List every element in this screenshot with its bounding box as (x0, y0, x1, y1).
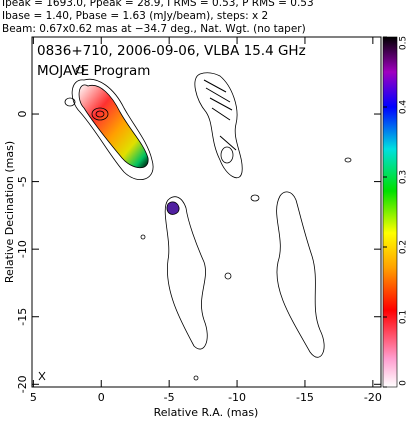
contour (164, 196, 208, 350)
contour (71, 78, 154, 181)
colorbar-tick-label: 0.5 (399, 36, 409, 50)
y-tick-label: -5 (16, 176, 29, 187)
contour (344, 157, 352, 163)
contour (276, 191, 325, 358)
y-tick-label: -20 (16, 375, 29, 393)
contours (38, 66, 352, 381)
x-tick-label: 0 (98, 391, 105, 404)
contour (194, 72, 243, 179)
y-tick-label: -10 (16, 240, 29, 258)
colorbar-tick-label: 0.4 (399, 100, 409, 115)
y-tick-label: 0 (16, 111, 29, 118)
x-tick-label: -10 (228, 391, 246, 404)
x-tick-label: 5 (30, 391, 37, 404)
contour (250, 194, 260, 202)
contour (140, 234, 146, 240)
colorbar-tick-label: 0.2 (399, 240, 409, 254)
y-tick-label: -15 (16, 308, 29, 326)
header-line: Ibase = 1.40, Pbase = 1.63 (mJy/beam), s… (2, 10, 268, 22)
header: Ipeak = 1693.0, Ppeak = 28.9, I RMS = 0.… (2, 0, 314, 35)
colorbar-tick-label: 0.3 (399, 170, 409, 184)
chart-title: 0836+710, 2006-09-06, VLBA 15.4 GHz (37, 43, 306, 59)
knot-emission (166, 201, 180, 215)
x-tick-label: -15 (296, 391, 314, 404)
contour (193, 375, 199, 381)
plot-frame (31, 36, 382, 388)
colorbar-tick-label: 0 (399, 380, 409, 386)
polarization-vectors (203, 79, 237, 151)
header-line: Ipeak = 1693.0, Ppeak = 28.9, I RMS = 0.… (2, 0, 314, 9)
x-axis-label: Relative R.A. (mas) (154, 406, 259, 419)
x-tick-label: -5 (164, 391, 175, 404)
contour (220, 146, 234, 164)
contour (224, 272, 232, 280)
contour (91, 107, 109, 121)
contour (75, 66, 85, 74)
header-line: Beam: 0.67x0.62 mas at −34.7 deg., Nat. … (2, 23, 306, 35)
y-axis-label: Relative Decination (mas) (3, 141, 16, 283)
chart-subtitle: MOJAVE Program (37, 63, 150, 79)
colorbar-tick-label: 0.1 (399, 310, 409, 324)
jet-emission (78, 84, 149, 169)
beam-marker (38, 371, 46, 381)
colorbar (382, 36, 398, 388)
contour (64, 97, 76, 107)
contour (95, 110, 105, 118)
x-tick-label: -20 (364, 391, 382, 404)
